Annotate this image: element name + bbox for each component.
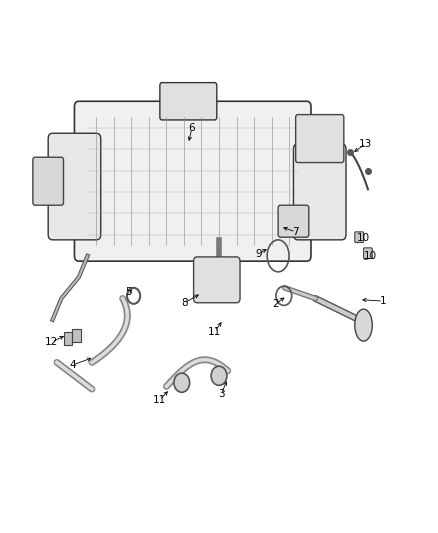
FancyBboxPatch shape: [160, 83, 217, 120]
FancyBboxPatch shape: [74, 101, 311, 261]
FancyBboxPatch shape: [194, 257, 240, 303]
Text: 10: 10: [357, 233, 370, 243]
FancyBboxPatch shape: [296, 115, 344, 163]
Text: 7: 7: [292, 227, 299, 237]
FancyBboxPatch shape: [293, 144, 346, 240]
Text: 6: 6: [188, 123, 195, 133]
Text: 4: 4: [69, 360, 76, 370]
Circle shape: [211, 366, 227, 385]
Text: 3: 3: [218, 390, 225, 399]
Text: 5: 5: [125, 287, 132, 297]
Text: 13: 13: [359, 139, 372, 149]
FancyBboxPatch shape: [278, 205, 309, 237]
FancyBboxPatch shape: [33, 157, 64, 205]
Text: 10: 10: [364, 251, 377, 261]
Text: 2: 2: [272, 299, 279, 309]
FancyBboxPatch shape: [364, 248, 372, 259]
Ellipse shape: [355, 309, 372, 341]
Text: 1: 1: [380, 296, 387, 306]
FancyBboxPatch shape: [48, 133, 101, 240]
Bar: [72, 329, 81, 342]
FancyBboxPatch shape: [355, 232, 364, 243]
Bar: [64, 332, 72, 345]
Text: 8: 8: [181, 298, 188, 308]
Text: 11: 11: [153, 395, 166, 405]
Text: 9: 9: [255, 249, 262, 259]
Text: 12: 12: [45, 337, 58, 347]
Text: 11: 11: [208, 327, 221, 336]
Circle shape: [174, 373, 190, 392]
